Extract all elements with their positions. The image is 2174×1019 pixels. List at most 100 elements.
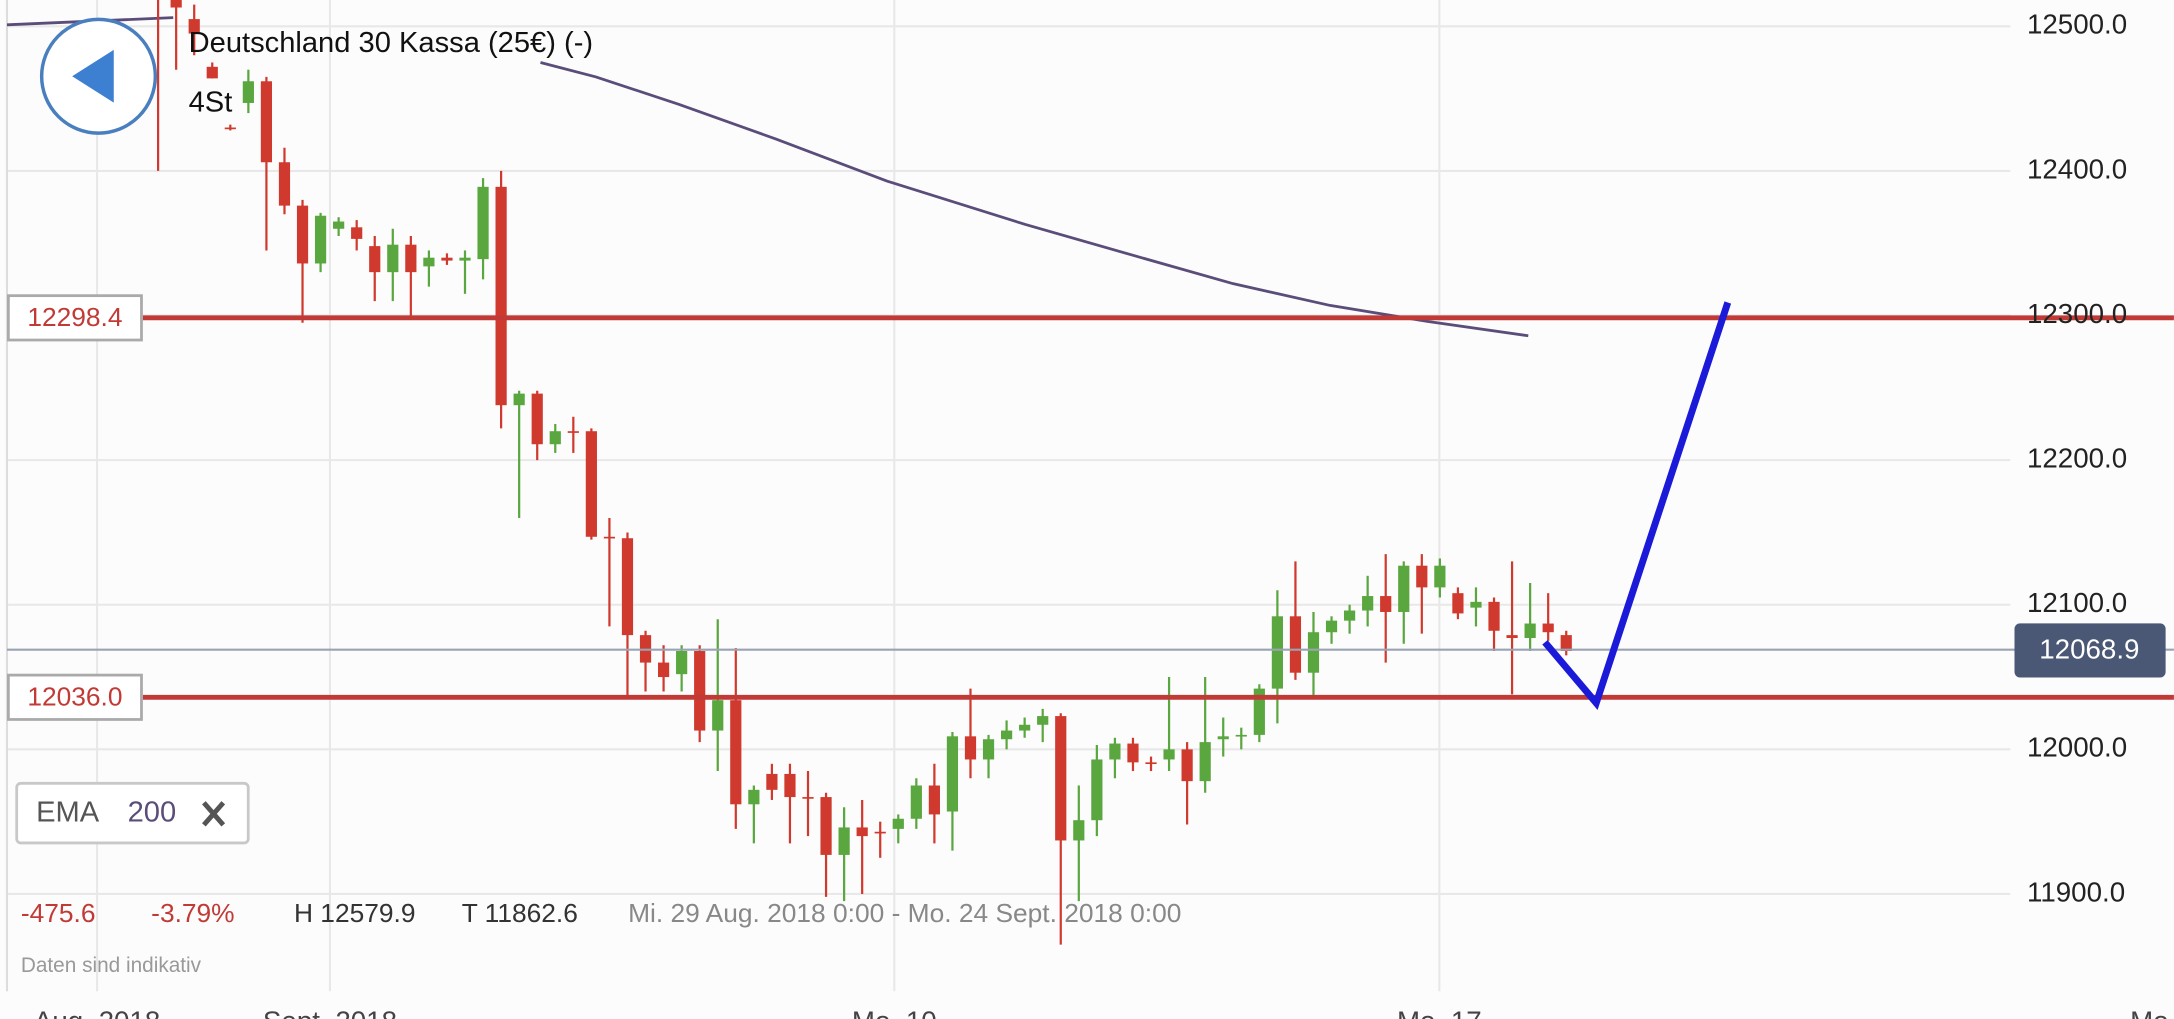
candle-body xyxy=(1127,743,1139,763)
candle-body xyxy=(1253,688,1265,735)
candle-body xyxy=(369,246,381,273)
candle-body xyxy=(188,19,200,34)
candle-body xyxy=(766,773,778,790)
candle-body xyxy=(531,393,543,445)
candle-body xyxy=(278,162,291,206)
candle-body xyxy=(964,736,977,760)
candle-body xyxy=(1271,616,1283,689)
candle-body xyxy=(351,227,363,239)
candle-body xyxy=(242,81,254,103)
disclaimer: Daten sind indikativ xyxy=(21,954,202,977)
remove-indicator-icon[interactable] xyxy=(202,801,226,827)
x-tick-label: Aug. 2018 xyxy=(34,1005,160,1019)
overlay: Deutschland 30 Kassa (25€) (-) 4St EMA 2… xyxy=(6,9,2169,1019)
candle-body xyxy=(802,797,814,799)
back-arrow xyxy=(72,49,114,103)
high-value: H 12579.9 xyxy=(294,898,415,928)
candle-body xyxy=(585,431,597,537)
current-price-label: 12068.9 xyxy=(2039,633,2139,664)
x-tick-label: Mo. 17 xyxy=(1397,1005,1482,1019)
candle-body xyxy=(1181,749,1193,782)
y-tick-label: 12400.0 xyxy=(2027,153,2127,184)
candle-body xyxy=(838,827,850,855)
candle-body xyxy=(549,431,561,445)
y-tick-label: 12300.0 xyxy=(2027,298,2127,329)
candle-body xyxy=(1362,596,1374,611)
change-value: -475.6 xyxy=(21,898,96,928)
candle-body xyxy=(1452,593,1464,614)
candle-body xyxy=(712,700,724,731)
candle-body xyxy=(1470,601,1482,608)
candle-body xyxy=(314,215,327,264)
candle-body xyxy=(1344,610,1356,621)
candle-body xyxy=(621,538,634,636)
candle-body xyxy=(874,831,886,834)
low-value: T 11862.6 xyxy=(462,898,578,928)
y-tick-label: 12000.0 xyxy=(2027,732,2127,763)
candle-body xyxy=(928,785,940,815)
candle-body xyxy=(892,818,904,829)
indicator-legend[interactable] xyxy=(15,781,250,845)
candle-body xyxy=(333,221,345,229)
candle-body xyxy=(224,127,236,130)
candle-body xyxy=(946,736,959,812)
candle-body xyxy=(1019,724,1031,731)
current-price-tag xyxy=(2014,623,2166,678)
candle-body xyxy=(910,785,922,819)
candle-body xyxy=(260,81,273,163)
candle-body xyxy=(1000,730,1013,740)
candle-body xyxy=(1398,565,1410,612)
candle-body xyxy=(1416,565,1428,588)
candle-body xyxy=(1380,596,1392,612)
indicator-period: 200 xyxy=(128,797,177,829)
y-tick-label: 12100.0 xyxy=(2027,587,2127,618)
candle-body xyxy=(513,393,525,406)
candle-body xyxy=(1091,759,1103,821)
candle-body xyxy=(1524,623,1536,639)
candle-body xyxy=(477,186,489,260)
change-percent: -3.79% xyxy=(151,898,234,928)
candle-body xyxy=(1217,736,1229,740)
trend-drawing xyxy=(1542,301,1732,711)
candle-body xyxy=(1037,716,1049,725)
candle-body xyxy=(423,257,435,267)
candle-body xyxy=(730,700,742,805)
x-tick-label: Mo. 10 xyxy=(852,1005,937,1019)
candle-body xyxy=(567,431,579,433)
candle-body xyxy=(1235,734,1247,737)
candle-body xyxy=(1145,762,1157,765)
x-tick-label: Sept. 2018 xyxy=(263,1005,397,1019)
date-range: Mi. 29 Aug. 2018 0:00 - Mo. 24 Sept. 201… xyxy=(628,898,1181,928)
candle-body xyxy=(603,536,616,539)
candle-body xyxy=(1289,616,1302,673)
candle-body xyxy=(657,662,670,678)
candle-body xyxy=(1307,632,1320,673)
candle-body xyxy=(495,186,507,406)
candle-body xyxy=(676,651,688,675)
candle-body xyxy=(459,257,471,261)
candle-body xyxy=(1434,565,1446,588)
indicator-name: EMA xyxy=(36,797,100,829)
chart-title: Deutschland 30 Kassa (25€) (-) xyxy=(189,27,594,59)
level-label-box xyxy=(6,294,143,342)
y-tick-label: 12500.0 xyxy=(2027,9,2127,40)
candle-body xyxy=(1542,623,1554,633)
candle-body xyxy=(820,797,832,855)
candle-body xyxy=(856,827,868,837)
candle-body xyxy=(784,773,796,798)
candle-body xyxy=(1325,620,1338,633)
level-label: 12298.4 xyxy=(27,302,122,332)
x-tick-label: Mo xyxy=(2130,1005,2169,1019)
candle-body xyxy=(405,244,417,273)
candle-body xyxy=(1488,601,1500,631)
candle-body xyxy=(748,789,760,805)
candle-body xyxy=(1073,820,1085,841)
candle-body xyxy=(694,651,706,731)
chart-subtitle: 4St xyxy=(189,87,233,119)
candle-body xyxy=(982,739,995,760)
candle-body xyxy=(387,244,399,273)
y-tick-label: 11900.0 xyxy=(2027,876,2125,907)
